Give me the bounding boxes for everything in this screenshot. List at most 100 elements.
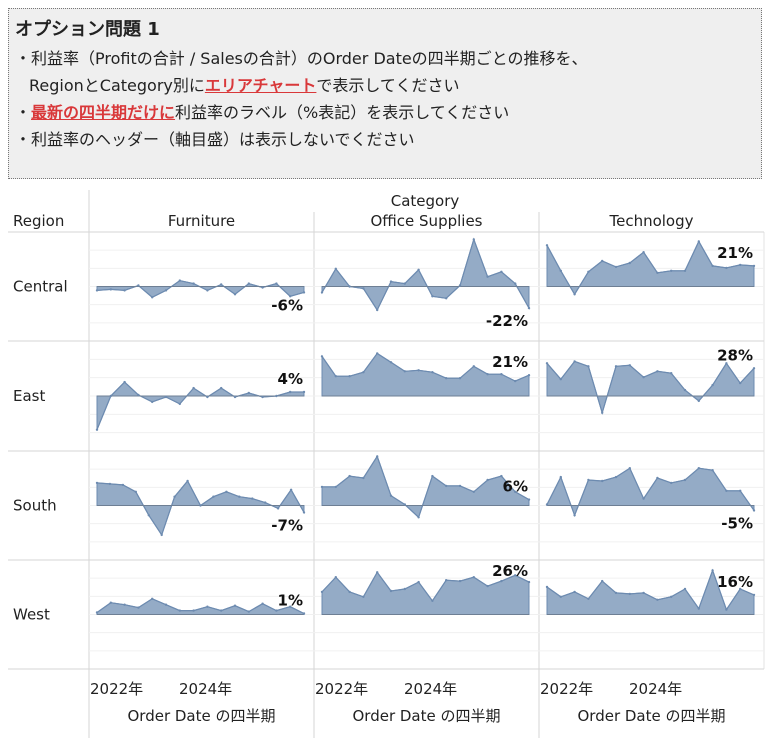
- data-point: [683, 478, 687, 482]
- cell-west-furniture: 1%: [95, 592, 306, 615]
- data-point: [275, 282, 278, 285]
- data-point: [199, 504, 202, 507]
- data-point: [376, 455, 379, 458]
- data-point: [261, 602, 264, 605]
- data-point: [192, 386, 195, 390]
- data-point: [192, 282, 195, 285]
- latest-value-label: 26%: [492, 562, 528, 580]
- data-point: [251, 497, 254, 500]
- latest-value-label: 21%: [492, 353, 528, 371]
- cell-south-technology: -5%: [545, 467, 756, 532]
- data-point: [445, 579, 448, 582]
- data-point: [472, 365, 475, 368]
- data-point: [431, 474, 434, 478]
- data-point: [670, 595, 673, 598]
- data-point: [134, 490, 137, 493]
- data-point: [573, 293, 576, 296]
- row-field-label: Region: [13, 212, 64, 230]
- instruction-box: オプション問題 1 ・利益率（Profitの合計 / Salesの合計）のOrd…: [8, 8, 762, 179]
- x-tick-label: 2024年: [629, 680, 682, 698]
- data-point: [164, 603, 168, 606]
- data-point: [697, 467, 700, 470]
- data-point: [247, 282, 250, 285]
- data-point: [752, 509, 756, 512]
- cell-central-furniture: -6%: [95, 279, 306, 314]
- data-point: [431, 295, 434, 298]
- data-point: [108, 482, 112, 486]
- data-point: [164, 395, 168, 399]
- data-point: [123, 289, 126, 292]
- data-point: [559, 595, 562, 598]
- data-point: [95, 611, 99, 614]
- data-point: [573, 590, 576, 594]
- data-point: [362, 371, 365, 374]
- data-point: [109, 601, 113, 604]
- data-point: [739, 381, 742, 385]
- data-point: [486, 275, 489, 278]
- data-point: [206, 605, 209, 608]
- data-point: [642, 497, 645, 500]
- cell-east-technology: 28%: [545, 346, 756, 415]
- data-point: [289, 488, 293, 491]
- data-point: [628, 592, 631, 596]
- data-point: [601, 411, 604, 414]
- data-point: [656, 370, 659, 373]
- data-point: [403, 503, 406, 506]
- data-point: [628, 261, 631, 265]
- instruction-line-3-c: 利益率のラベル（%表記）を表示してください: [175, 103, 510, 122]
- data-point: [334, 485, 337, 489]
- data-point: [683, 587, 687, 591]
- area-line: [322, 455, 530, 519]
- x-axis-title: Order Date の四半期: [352, 707, 500, 725]
- data-point: [178, 402, 181, 406]
- latest-value-label: 28%: [717, 346, 753, 364]
- latest-value-label: 16%: [717, 573, 753, 591]
- latest-value-label: 1%: [278, 592, 303, 610]
- data-point: [472, 238, 475, 241]
- data-point: [725, 266, 728, 270]
- data-point: [178, 609, 181, 612]
- cell-east-furniture: 4%: [95, 370, 306, 431]
- column-field-label: Category: [391, 192, 460, 210]
- data-point: [527, 498, 531, 501]
- data-point: [212, 495, 215, 498]
- data-point: [238, 495, 241, 498]
- data-point: [178, 279, 181, 282]
- data-point: [752, 593, 756, 597]
- x-tick-label: 2022年: [90, 680, 143, 698]
- latest-value-label: -22%: [486, 312, 528, 330]
- data-point: [95, 289, 99, 292]
- data-point: [670, 481, 673, 485]
- data-point: [697, 607, 700, 610]
- data-point: [276, 507, 280, 510]
- data-point: [151, 400, 154, 404]
- cell-central-technology: 21%: [545, 240, 756, 296]
- instruction-line-3-a: ・: [15, 103, 32, 122]
- x-tick-label: 2022年: [540, 680, 593, 698]
- cell-west-technology: 16%: [545, 568, 756, 615]
- data-point: [587, 478, 590, 482]
- data-point: [302, 612, 306, 615]
- data-point: [320, 485, 324, 489]
- data-point: [514, 490, 517, 493]
- column-header-office-supplies: Office Supplies: [370, 212, 482, 230]
- data-point: [417, 369, 420, 372]
- data-point: [514, 282, 517, 285]
- data-point: [348, 474, 351, 478]
- data-point: [587, 365, 590, 368]
- area-line: [96, 279, 305, 299]
- instruction-highlight-latest-quarter: 最新の四半期だけに: [31, 103, 176, 122]
- data-point: [445, 377, 448, 380]
- data-point: [261, 395, 264, 399]
- data-point: [302, 390, 306, 394]
- data-point: [486, 373, 489, 376]
- data-point: [500, 270, 503, 273]
- data-point: [614, 365, 618, 368]
- chart-cells: -6% -22% 21% 4% 21% 28% -7% 6% -5% 1% 26% 16%: [95, 237, 756, 615]
- data-point: [334, 267, 337, 270]
- data-point: [123, 380, 126, 384]
- data-point: [389, 494, 393, 497]
- x-tick-label: 2024年: [179, 680, 232, 698]
- data-point: [389, 280, 393, 283]
- data-point: [95, 428, 99, 431]
